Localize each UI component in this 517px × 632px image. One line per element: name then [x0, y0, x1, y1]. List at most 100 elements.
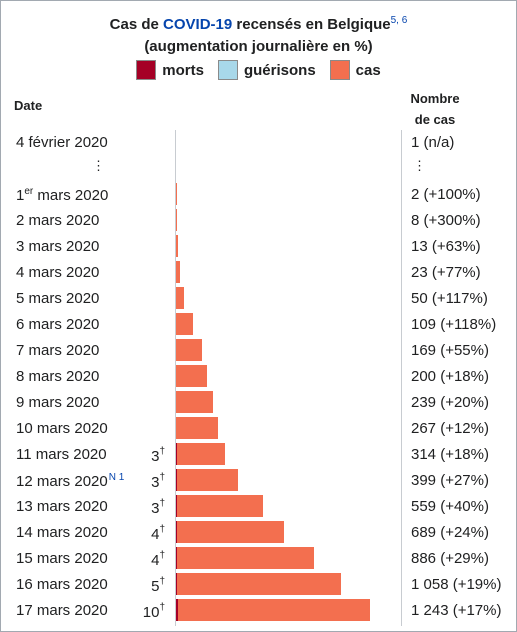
covid-link[interactable]: COVID-19 [163, 16, 233, 33]
chart-row: 16 mars 2020 5† 1 058 (+19%) [0, 572, 517, 598]
row-date-main: 5 mars 2020 [16, 290, 100, 307]
row-deaths-mark: † [159, 550, 165, 561]
row-deaths-value: 4 [151, 526, 160, 543]
case-bar [176, 287, 184, 309]
row-deaths: 4† [151, 550, 165, 569]
death-bar [176, 521, 177, 543]
row-deaths-value: 10 [142, 604, 160, 621]
row-cases-label: 8 (+300%) [411, 212, 481, 229]
row-date: 16 mars 2020 [16, 576, 108, 593]
chart-row: 4 mars 2020 23 (+77%) [0, 260, 517, 286]
chart-row: 12 mars 2020N 1 3† 399 (+27%) [0, 468, 517, 494]
legend-guerisons: guérisons [217, 60, 316, 80]
row-date-sup: er [24, 186, 34, 197]
row-date: 8 mars 2020 [16, 368, 99, 385]
row-date: 14 mars 2020 [16, 524, 108, 541]
case-bar [176, 235, 179, 257]
row-first-date: 4 février 2020 [16, 134, 108, 151]
case-bar [176, 573, 342, 595]
row-date-main: 17 mars 2020 [16, 602, 108, 619]
row-date-main: 16 mars 2020 [16, 576, 108, 593]
row-date: 9 mars 2020 [16, 394, 99, 411]
legend-label-guerisons: guérisons [243, 61, 316, 79]
row-cases-label: 50 (+117%) [411, 290, 488, 307]
row-deaths: 5† [151, 576, 165, 595]
death-bar [176, 599, 178, 621]
death-bar [176, 469, 177, 491]
header-date: Date [14, 98, 43, 113]
chart-row: 17 mars 2020 10† 1 243 (+17%) [0, 598, 517, 624]
row-deaths-mark: † [159, 446, 165, 457]
legend-morts: morts [136, 60, 204, 80]
row-cases-label: 2 (+100%) [411, 186, 481, 203]
row-deaths-mark: † [159, 472, 165, 483]
case-bar [176, 443, 225, 465]
title-line2: (augmentation journalière en %) [144, 38, 373, 55]
row-date: 6 mars 2020 [16, 316, 99, 333]
row-cases-label: 559 (+40%) [411, 498, 489, 515]
case-bar [176, 339, 203, 361]
row-cases-label: 1 058 (+19%) [411, 576, 502, 593]
chart-row: 11 mars 2020 3† 314 (+18%) [0, 442, 517, 468]
case-bar [176, 599, 370, 621]
chart-row: 2 mars 2020 8 (+300%) [0, 208, 517, 234]
row-deaths-mark: † [159, 576, 165, 587]
row-cases-label: 267 (+12%) [411, 420, 489, 437]
legend-label-cas: cas [355, 61, 381, 79]
row-date-main: 4 mars 2020 [16, 264, 100, 281]
chart-row: 13 mars 2020 3† 559 (+40%) [0, 494, 517, 520]
row-date: 4 mars 2020 [16, 264, 99, 281]
row-cases-label: 109 (+118%) [411, 316, 497, 333]
chart-row: 7 mars 2020 169 (+55%) [0, 338, 517, 364]
row-first-cases: 1 (n/a) [411, 134, 455, 151]
case-bar [176, 365, 208, 387]
ellipsis-cases: ⋮ [413, 158, 426, 173]
case-bar [176, 417, 218, 439]
row-date: 12 mars 2020N 1 [16, 472, 124, 490]
row-deaths: 10† [143, 602, 165, 621]
case-bar [176, 313, 193, 335]
legend-swatch-cas [329, 60, 350, 80]
chart-row: 6 mars 2020 109 (+118%) [0, 312, 517, 338]
row-cases-label: 23 (+77%) [411, 264, 481, 281]
row-cases-label: 169 (+55%) [411, 342, 489, 359]
case-bar [176, 521, 284, 543]
chart-row: 8 mars 2020 200 (+18%) [0, 364, 517, 390]
chart-row: 9 mars 2020 239 (+20%) [0, 390, 517, 416]
row-date: 10 mars 2020 [16, 420, 108, 437]
row-date-rest: mars 2020 [33, 187, 109, 204]
legend-swatch-guerisons [217, 60, 238, 80]
chart-title: Cas de COVID-19 recensés en Belgique5, 6… [0, 10, 517, 58]
row-date: 17 mars 2020 [16, 602, 108, 619]
chart-row: 1er mars 2020 2 (+100%) [0, 182, 517, 208]
row-note-link[interactable]: N 1 [108, 472, 125, 483]
chart-row: 3 mars 2020 13 (+63%) [0, 234, 517, 260]
death-bar [176, 443, 177, 465]
row-first: 4 février 2020 1 (n/a) [0, 130, 517, 156]
row-date-main: 14 mars 2020 [16, 524, 108, 541]
row-date-main: 15 mars 2020 [16, 550, 108, 567]
row-date-main: 1 [16, 187, 25, 204]
row-deaths-value: 3 [151, 500, 160, 517]
title-refs[interactable]: 5, 6 [390, 15, 408, 26]
row-deaths: 3† [151, 498, 165, 517]
row-cases-label: 314 (+18%) [411, 446, 489, 463]
row-cases-label: 399 (+27%) [411, 472, 489, 489]
row-deaths: 3† [151, 472, 165, 491]
legend-cas: cas [329, 60, 381, 80]
title-prefix: Cas de [109, 16, 164, 33]
row-date: 5 mars 2020 [16, 290, 99, 307]
legend-label-morts: morts [162, 61, 204, 79]
legend-swatch-morts [136, 60, 157, 80]
row-date-main: 2 mars 2020 [16, 212, 100, 229]
bar-area-left-rule [175, 130, 176, 626]
row-deaths: 4† [151, 524, 165, 543]
title-suffix: recensés en Belgique [232, 16, 391, 33]
chart-row: 5 mars 2020 50 (+117%) [0, 286, 517, 312]
row-deaths-value: 5 [151, 578, 160, 595]
case-bar [176, 209, 178, 231]
row-date-main: 13 mars 2020 [16, 498, 108, 515]
row-deaths-value: 4 [151, 552, 160, 569]
row-date: 1er mars 2020 [16, 186, 108, 204]
row-cases-label: 689 (+24%) [411, 524, 489, 541]
